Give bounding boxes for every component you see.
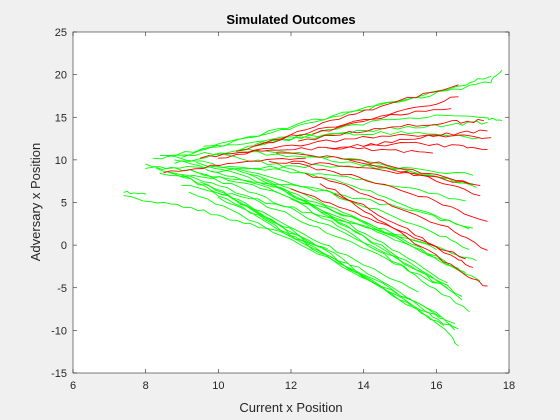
- y-tick-label: -5: [57, 283, 67, 295]
- y-tick-label: -10: [51, 325, 67, 337]
- trace-green: [239, 203, 441, 318]
- trace-red: [276, 152, 481, 186]
- x-axis-label: Current x Position: [239, 400, 342, 415]
- trace-green: [290, 198, 470, 313]
- trace-green: [232, 167, 481, 282]
- trace-red: [305, 173, 488, 251]
- traces-layer: [123, 69, 503, 347]
- trace-green: [174, 159, 466, 273]
- trace-red: [334, 193, 488, 287]
- trace-red: [254, 84, 459, 147]
- trace-red: [163, 157, 306, 174]
- y-axis-label: Adversary x Position: [28, 143, 43, 262]
- trace-green: [217, 196, 455, 330]
- trace-green: [152, 151, 474, 185]
- y-tick-label: 20: [55, 70, 67, 82]
- trace-green: [145, 165, 466, 202]
- trace-red: [290, 188, 466, 260]
- trace-green: [123, 195, 328, 249]
- x-tick-label: 12: [285, 380, 297, 392]
- x-tick-label: 10: [212, 380, 224, 392]
- trace-red: [290, 162, 488, 222]
- trace-red: [363, 129, 488, 147]
- trace-green: [199, 181, 459, 347]
- trace-red: [326, 141, 488, 151]
- y-tick-label: 5: [61, 198, 67, 210]
- y-tick-label: 0: [61, 240, 67, 252]
- trace-green: [188, 168, 445, 284]
- trace-red: [297, 118, 485, 142]
- trace-green: [276, 186, 463, 301]
- y-tick-label: -15: [51, 368, 67, 380]
- y-tick-label: 15: [55, 112, 67, 124]
- chart-title: Simulated Outcomes: [226, 12, 355, 27]
- y-tick-label: 10: [55, 155, 67, 167]
- trace-green: [174, 114, 503, 164]
- plot-area: [73, 32, 509, 373]
- trace-green: [159, 155, 470, 250]
- trace-red: [268, 160, 470, 185]
- trace-red: [236, 108, 452, 152]
- y-axis-ticks: -15 -10 -5 0 5 10 15 20 25: [51, 27, 509, 380]
- trace-green: [123, 190, 147, 195]
- x-tick-label: 8: [143, 380, 149, 392]
- trace-green: [210, 190, 445, 326]
- trace-green: [156, 167, 448, 289]
- x-tick-label: 6: [70, 380, 76, 392]
- trace-green: [159, 173, 474, 229]
- trace-red: [217, 133, 492, 159]
- y-tick-label: 25: [55, 27, 67, 39]
- x-tick-label: 14: [358, 380, 370, 392]
- trace-green: [246, 173, 448, 284]
- trace-green: [196, 161, 455, 268]
- trace-red: [312, 96, 459, 135]
- trace-red: [348, 159, 481, 197]
- x-axis-ticks: 6 8 10 12 14 16 18: [70, 32, 515, 392]
- x-tick-label: 18: [503, 380, 515, 392]
- trace-red: [199, 146, 434, 159]
- trace-green: [203, 75, 492, 147]
- trace-green: [225, 154, 470, 230]
- x-tick-label: 16: [430, 380, 442, 392]
